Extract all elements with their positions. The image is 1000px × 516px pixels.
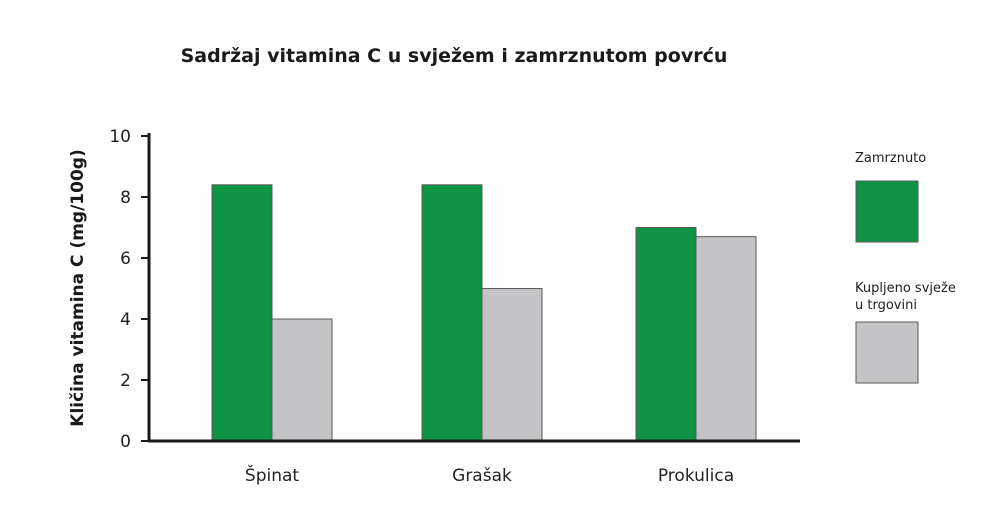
bar-zamrznuto-1 bbox=[421, 184, 483, 442]
legend-swatch bbox=[855, 180, 919, 243]
x-category-label: Prokulica bbox=[658, 466, 734, 486]
y-tick-label: 0 bbox=[120, 432, 131, 452]
bar-zamrznuto-0 bbox=[211, 184, 273, 442]
chart-title: Sadržaj vitamina C u svježem i zamrznuto… bbox=[181, 45, 728, 67]
bar-svjeze-0 bbox=[271, 318, 333, 442]
legend-label: u trgovini bbox=[855, 298, 917, 313]
bar-svjeze-1 bbox=[481, 288, 543, 442]
y-tick-label: 2 bbox=[120, 371, 131, 391]
x-category-labels: Špinat Grašak Prokulica bbox=[245, 464, 734, 486]
bar-zamrznuto-2 bbox=[635, 227, 697, 442]
x-category-label: Grašak bbox=[452, 466, 512, 486]
legend-label: Kupljeno svježe bbox=[855, 281, 956, 296]
x-category-label: Špinat bbox=[245, 464, 299, 486]
y-tick-label: 10 bbox=[109, 127, 131, 147]
y-tick-label: 4 bbox=[120, 310, 131, 330]
y-axis-label: Kličina vitamina C (mg/100g) bbox=[68, 149, 88, 426]
y-ticks-group: 0 2 4 6 8 10 bbox=[109, 127, 149, 452]
bars-group bbox=[211, 184, 757, 442]
legend: Zamrznuto Kupljeno svježe u trgovini bbox=[855, 151, 956, 384]
legend-label: Zamrznuto bbox=[855, 151, 926, 166]
legend-swatch bbox=[855, 321, 919, 384]
y-tick-label: 8 bbox=[120, 188, 131, 208]
bar-svjeze-2 bbox=[695, 236, 757, 442]
y-tick-label: 6 bbox=[120, 249, 131, 269]
